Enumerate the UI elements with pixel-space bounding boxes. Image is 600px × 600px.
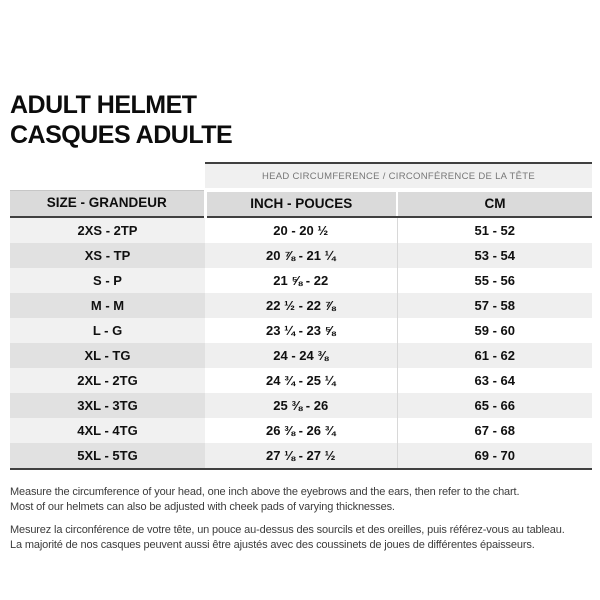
table-row: 4XL - 4TG 26 ⅜ - 26 ¾ 67 - 68 bbox=[10, 418, 592, 443]
cm-cell: 65 - 66 bbox=[396, 393, 592, 418]
size-cell: L - G bbox=[10, 318, 205, 343]
measurement-instructions: Measure the circumference of your head, … bbox=[10, 485, 592, 552]
size-cell: 2XS - 2TP bbox=[10, 217, 205, 243]
instructions-en-line2: Most of our helmets can also be adjusted… bbox=[10, 500, 395, 513]
banner-spacer bbox=[10, 163, 205, 190]
table-row: 5XL - 5TG 27 ⅛ - 27 ½ 69 - 70 bbox=[10, 443, 592, 470]
inch-cell: 20 ⅞ - 21 ¼ bbox=[205, 243, 397, 268]
instructions-french: Mesurez la circonférence de votre tête, … bbox=[10, 523, 592, 552]
table-row: 2XL - 2TG 24 ¾ - 25 ¼ 63 - 64 bbox=[10, 368, 592, 393]
cm-cell: 67 - 68 bbox=[396, 418, 592, 443]
table-row: 3XL - 3TG 25 ⅜ - 26 65 - 66 bbox=[10, 393, 592, 418]
cm-cell: 63 - 64 bbox=[396, 368, 592, 393]
table-row: XS - TP 20 ⅞ - 21 ¼ 53 - 54 bbox=[10, 243, 592, 268]
table-row: 2XS - 2TP 20 - 20 ½ 51 - 52 bbox=[10, 217, 592, 243]
inch-cell: 24 - 24 ⅜ bbox=[205, 343, 397, 368]
column-header-inch: INCH - POUCES bbox=[203, 190, 397, 218]
inch-cell: 25 ⅜ - 26 bbox=[205, 393, 397, 418]
inch-cell: 22 ½ - 22 ⅞ bbox=[205, 293, 397, 318]
cm-cell: 57 - 58 bbox=[396, 293, 592, 318]
cm-cell: 53 - 54 bbox=[396, 243, 592, 268]
head-circumference-banner: HEAD CIRCUMFERENCE / CIRCONFÉRENCE DE LA… bbox=[205, 162, 592, 192]
instructions-en-line1: Measure the circumference of your head, … bbox=[10, 486, 520, 498]
size-cell: 4XL - 4TG bbox=[10, 418, 205, 443]
page-title: ADULT HELMET CASQUES ADULTE bbox=[10, 90, 592, 150]
cm-cell: 51 - 52 bbox=[396, 217, 592, 243]
instructions-fr-line1: Mesurez la circonférence de votre tête, … bbox=[10, 524, 565, 536]
size-cell: 5XL - 5TG bbox=[10, 443, 205, 470]
instructions-english: Measure the circumference of your head, … bbox=[10, 485, 592, 514]
size-cell: 3XL - 3TG bbox=[10, 393, 205, 418]
inch-cell: 24 ¾ - 25 ¼ bbox=[205, 368, 397, 393]
cm-cell: 59 - 60 bbox=[396, 318, 592, 343]
inch-cell: 23 ¼ - 23 ⅝ bbox=[205, 318, 397, 343]
table-row: L - G 23 ¼ - 23 ⅝ 59 - 60 bbox=[10, 318, 592, 343]
sizing-chart-page: ADULT HELMET CASQUES ADULTE HEAD CIRCUMF… bbox=[10, 90, 592, 552]
table-row: S - P 21 ⅝ - 22 55 - 56 bbox=[10, 268, 592, 293]
size-cell: M - M bbox=[10, 293, 205, 318]
size-chart-table: HEAD CIRCUMFERENCE / CIRCONFÉRENCE DE LA… bbox=[10, 162, 592, 470]
size-cell: XL - TG bbox=[10, 343, 205, 368]
cm-cell: 69 - 70 bbox=[396, 443, 592, 470]
banner-row: HEAD CIRCUMFERENCE / CIRCONFÉRENCE DE LA… bbox=[10, 162, 592, 192]
inch-cell: 21 ⅝ - 22 bbox=[205, 268, 397, 293]
table-row: M - M 22 ½ - 22 ⅞ 57 - 58 bbox=[10, 293, 592, 318]
page-title-fr: CASQUES ADULTE bbox=[10, 121, 233, 149]
column-header-size: SIZE - GRANDEUR bbox=[10, 189, 205, 218]
page-title-en: ADULT HELMET bbox=[10, 91, 197, 119]
column-header-cm: CM bbox=[396, 190, 592, 218]
table-row: XL - TG 24 - 24 ⅜ 61 - 62 bbox=[10, 343, 592, 368]
cm-cell: 55 - 56 bbox=[396, 268, 592, 293]
inch-cell: 27 ⅛ - 27 ½ bbox=[205, 443, 397, 470]
size-cell: S - P bbox=[10, 268, 205, 293]
header-row: SIZE - GRANDEUR INCH - POUCES CM bbox=[10, 189, 592, 218]
size-cell: 2XL - 2TG bbox=[10, 368, 205, 393]
cm-cell: 61 - 62 bbox=[396, 343, 592, 368]
instructions-fr-line2: La majorité de nos casques peuvent aussi… bbox=[10, 538, 535, 551]
size-cell: XS - TP bbox=[10, 243, 205, 268]
inch-cell: 26 ⅜ - 26 ¾ bbox=[205, 418, 397, 443]
inch-cell: 20 - 20 ½ bbox=[205, 217, 397, 243]
